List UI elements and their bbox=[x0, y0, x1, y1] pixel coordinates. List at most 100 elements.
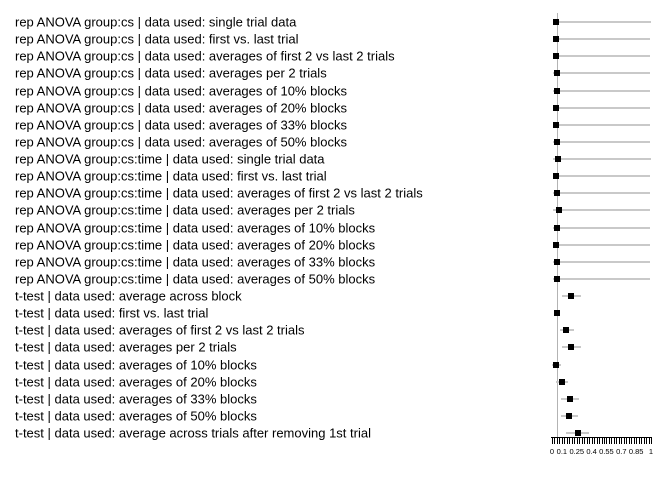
median-marker bbox=[552, 241, 559, 248]
x-axis-tick-label: 0.1 bbox=[556, 447, 568, 456]
row-label: rep ANOVA group:cs:time | data used: ave… bbox=[15, 237, 376, 253]
x-axis-tick bbox=[584, 437, 586, 444]
row-label: t-test | data used: averages of 50% bloc… bbox=[15, 408, 257, 424]
median-marker bbox=[562, 327, 569, 334]
median-marker bbox=[554, 156, 561, 162]
x-axis-tick bbox=[633, 437, 635, 444]
median-marker bbox=[565, 412, 572, 419]
x-axis-tick bbox=[603, 437, 605, 444]
interval-bar bbox=[552, 140, 650, 143]
x-axis-tick bbox=[626, 437, 628, 444]
median-marker bbox=[553, 138, 560, 145]
x-axis-tick bbox=[566, 437, 568, 444]
row-label: rep ANOVA group:cs | data used: averages… bbox=[15, 134, 347, 150]
median-marker bbox=[553, 275, 560, 282]
x-axis-tick bbox=[611, 437, 613, 444]
x-axis-tick bbox=[631, 437, 633, 444]
x-axis-tick bbox=[651, 437, 652, 444]
median-marker bbox=[552, 121, 559, 128]
median-marker bbox=[553, 258, 560, 265]
interval-bar bbox=[552, 243, 650, 246]
x-axis-tick-label: 1 bbox=[648, 447, 654, 456]
row-label: rep ANOVA group:cs | data used: single t… bbox=[15, 14, 297, 30]
median-marker bbox=[553, 310, 560, 317]
x-axis-tick bbox=[564, 437, 566, 444]
row-label: t-test | data used: first vs. last trial bbox=[15, 305, 209, 321]
x-axis-tick bbox=[594, 437, 596, 444]
median-marker bbox=[566, 395, 573, 402]
median-marker bbox=[558, 378, 565, 385]
row-label: rep ANOVA group:cs:time | data used: fir… bbox=[15, 168, 327, 184]
x-axis-tick bbox=[552, 437, 553, 444]
median-marker bbox=[552, 104, 559, 111]
interval-bar bbox=[552, 21, 651, 23]
x-axis-tick-label: 0.25 bbox=[569, 447, 585, 456]
x-axis-tick bbox=[561, 437, 563, 444]
interval-bar bbox=[552, 277, 650, 280]
row-label: rep ANOVA group:cs | data used: averages… bbox=[15, 100, 347, 116]
x-axis-tick bbox=[571, 437, 573, 444]
median-marker bbox=[553, 87, 560, 94]
row-label: t-test | data used: average across block bbox=[15, 288, 242, 304]
x-axis-tick bbox=[591, 437, 593, 444]
interval-bar bbox=[552, 89, 650, 92]
median-marker bbox=[567, 344, 574, 351]
median-marker bbox=[567, 293, 574, 299]
interval-bar bbox=[552, 106, 650, 109]
x-axis-tick bbox=[621, 437, 623, 444]
x-axis-tick bbox=[586, 437, 588, 444]
x-axis-tick-label: 0 bbox=[549, 447, 555, 456]
row-label: t-test | data used: averages of first 2 … bbox=[15, 322, 305, 338]
row-label: rep ANOVA group:cs:time | data used: ave… bbox=[15, 254, 376, 270]
interval-bar bbox=[552, 72, 650, 75]
interval-bar bbox=[552, 260, 650, 263]
x-axis-tick-label: 0.55 bbox=[599, 447, 614, 456]
x-axis-tick bbox=[616, 437, 618, 444]
median-marker bbox=[555, 207, 562, 214]
x-axis-tick bbox=[646, 437, 648, 444]
x-axis-tick bbox=[574, 437, 576, 444]
x-axis-tick bbox=[559, 437, 561, 444]
median-marker bbox=[553, 190, 560, 197]
x-axis-tick bbox=[589, 437, 591, 444]
median-marker bbox=[552, 36, 559, 43]
x-axis-tick bbox=[623, 437, 625, 444]
x-axis-tick bbox=[576, 437, 578, 444]
row-label: rep ANOVA group:cs:time | data used: ave… bbox=[15, 202, 355, 218]
row-label: t-test | data used: averages of 10% bloc… bbox=[15, 357, 257, 372]
x-axis-tick-label: 0.4 bbox=[586, 447, 597, 456]
x-axis-tick bbox=[569, 437, 571, 444]
median-marker bbox=[574, 430, 581, 436]
median-marker bbox=[552, 53, 559, 60]
interval-bar bbox=[552, 226, 650, 229]
median-marker bbox=[553, 224, 560, 231]
x-axis-tick-label: 0.7 bbox=[616, 447, 627, 456]
x-axis-tick bbox=[613, 437, 615, 444]
x-axis-tick bbox=[648, 437, 650, 444]
interval-bar bbox=[552, 175, 650, 178]
interval-bar bbox=[552, 209, 650, 212]
row-label: rep ANOVA group:cs | data used: first vs… bbox=[15, 31, 299, 47]
row-label: t-test | data used: averages per 2 trial… bbox=[15, 339, 237, 355]
interval-bar bbox=[552, 55, 650, 58]
interval-bar bbox=[552, 123, 650, 126]
x-axis-tick bbox=[601, 437, 603, 444]
x-axis-tick bbox=[556, 437, 558, 444]
x-axis-tick bbox=[581, 437, 583, 444]
x-axis-tick bbox=[636, 437, 638, 444]
x-axis-tick bbox=[608, 437, 610, 444]
interval-bar bbox=[552, 192, 650, 195]
row-label: t-test | data used: average across trial… bbox=[15, 425, 371, 441]
row-label: rep ANOVA group:cs:time | data used: ave… bbox=[15, 220, 376, 235]
row-label: t-test | data used: averages of 33% bloc… bbox=[15, 391, 257, 407]
x-axis-tick bbox=[596, 437, 598, 444]
row-label: rep ANOVA group:cs:time | data used: ave… bbox=[15, 185, 423, 201]
row-label: rep ANOVA group:cs:time | data used: sin… bbox=[15, 151, 325, 167]
x-axis-tick bbox=[628, 437, 630, 444]
interval-bar bbox=[552, 38, 650, 41]
interval-bar bbox=[552, 158, 651, 160]
x-axis-tick-label: 0.85 bbox=[628, 447, 644, 456]
x-axis-tick bbox=[638, 437, 640, 444]
x-axis-tick bbox=[643, 437, 645, 444]
